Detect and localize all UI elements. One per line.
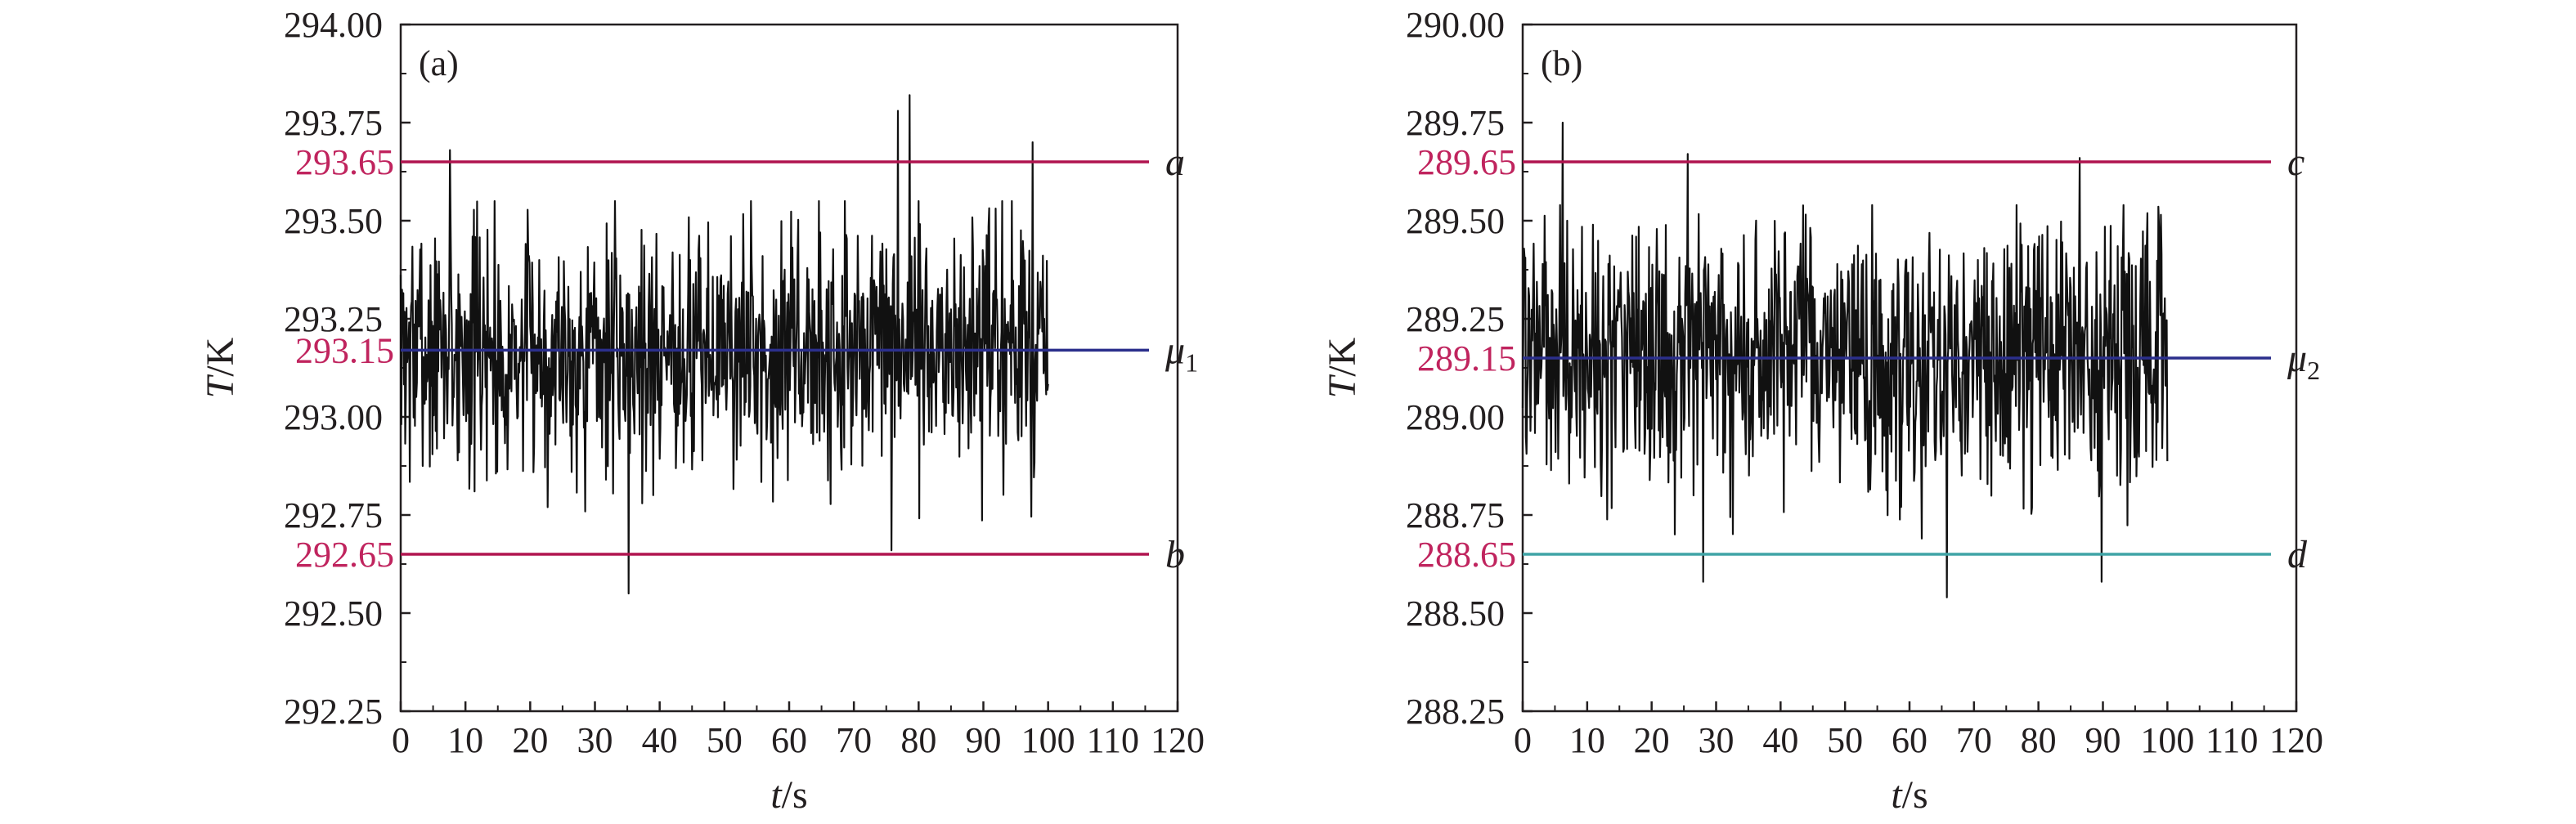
- reference-value-label: 289.65: [1417, 142, 1516, 182]
- y-axis-var: T: [1321, 374, 1364, 398]
- y-tick-label: 294.00: [284, 5, 383, 45]
- x-axis-title: t/s: [1891, 773, 1928, 817]
- y-axis-var: T: [199, 374, 242, 398]
- y-tick-label: 288.25: [1406, 692, 1505, 732]
- y-tick-label: 289.50: [1406, 201, 1505, 241]
- x-tick-label: 60: [1892, 720, 1928, 760]
- x-tick-label: 110: [1087, 720, 1139, 760]
- x-tick-label: 40: [642, 720, 678, 760]
- y-tick-label: 293.75: [284, 103, 383, 143]
- x-tick-label: 110: [2206, 720, 2258, 760]
- reference-line-symbol: c: [2287, 141, 2304, 184]
- y-tick-label: 293.25: [284, 299, 383, 339]
- x-tick-label: 120: [2269, 720, 2323, 760]
- reference-line-symbol: a: [1165, 141, 1185, 184]
- x-axis-unit: /s: [782, 773, 808, 817]
- x-axis-var: t: [770, 773, 783, 817]
- x-tick-label: 40: [1762, 720, 1798, 760]
- x-tick-label: 70: [1956, 720, 1992, 760]
- y-tick-label: 290.00: [1406, 5, 1505, 45]
- y-tick-label: 289.00: [1406, 397, 1505, 437]
- y-axis-title: T/K: [1321, 337, 1364, 398]
- reference-line-subscript: 1: [1185, 347, 1198, 377]
- x-tick-label: 30: [577, 720, 613, 760]
- x-tick-label: 30: [1699, 720, 1735, 760]
- panel-a: 0 10 20 30 40 50 60 70 80 90 100 110 120 292.25 292.50…: [199, 5, 1205, 817]
- y-tick-label: 292.25: [284, 692, 383, 732]
- reference-line-symbol: μ: [1165, 329, 1185, 372]
- reference-line-subscript: 2: [2307, 356, 2320, 385]
- x-tick-label: 0: [392, 720, 410, 760]
- x-tick-label: 10: [447, 720, 483, 760]
- x-tick-label: 120: [1151, 720, 1205, 760]
- x-tick-label: 10: [1569, 720, 1605, 760]
- y-tick-label: 293.00: [284, 397, 383, 437]
- x-axis-var: t: [1891, 773, 1903, 817]
- y-tick-label: 292.75: [284, 495, 383, 535]
- y-tick-label: 292.50: [284, 593, 383, 634]
- x-tick-label: 80: [900, 720, 936, 760]
- x-tick-label: 90: [966, 720, 1002, 760]
- reference-line-symbol: μ: [2287, 337, 2307, 380]
- reference-line-label: d: [2287, 533, 2308, 576]
- x-tick-label: 0: [1514, 720, 1532, 760]
- y-tick-label: 288.50: [1406, 593, 1505, 634]
- y-axis-title: T/K: [199, 337, 242, 398]
- y-axis-unit: /K: [1321, 337, 1364, 376]
- reference-line-symbol: d: [2287, 533, 2308, 576]
- reference-line-label: a: [1165, 141, 1185, 184]
- reference-line-label: c: [2287, 141, 2304, 184]
- temperature-series: [399, 94, 1049, 595]
- reference-value-label: 293.15: [295, 330, 394, 370]
- x-tick-label: 70: [836, 720, 872, 760]
- y-tick-label: 293.50: [284, 201, 383, 241]
- x-axis-unit: /s: [1902, 773, 1928, 817]
- x-tick-label: 50: [1827, 720, 1863, 760]
- reference-line-label: b: [1165, 533, 1185, 576]
- reference-line-label: μ2: [2287, 337, 2320, 385]
- x-tick-label: 20: [512, 720, 548, 760]
- temperature-series: [1521, 121, 2169, 598]
- reference-value-label: 288.65: [1417, 535, 1516, 575]
- panel-label: (b): [1541, 43, 1582, 83]
- x-tick-label: 80: [2021, 720, 2057, 760]
- reference-value-label: 289.15: [1417, 338, 1516, 378]
- x-tick-label: 100: [1021, 720, 1075, 760]
- x-tick-label: 20: [1634, 720, 1670, 760]
- reference-value-label: 292.65: [295, 535, 394, 575]
- panel-b: 0 10 20 30 40 50 60 70 80 90 100 110 120 288.25 288.50…: [1321, 5, 2323, 817]
- y-tick-label: 289.75: [1406, 103, 1505, 143]
- x-axis-title: t/s: [770, 773, 807, 817]
- x-tick-label: 60: [771, 720, 807, 760]
- reference-line-symbol: b: [1165, 533, 1185, 576]
- x-tick-label: 100: [2140, 720, 2194, 760]
- y-tick-label: 289.25: [1406, 299, 1505, 339]
- y-tick-label: 288.75: [1406, 495, 1505, 535]
- x-tick-label: 50: [707, 720, 743, 760]
- reference-value-label: 293.65: [295, 142, 394, 182]
- reference-line-label: μ1: [1165, 329, 1198, 377]
- x-tick-label: 90: [2085, 720, 2121, 760]
- y-axis-unit: /K: [199, 337, 242, 376]
- panel-label: (a): [419, 43, 459, 83]
